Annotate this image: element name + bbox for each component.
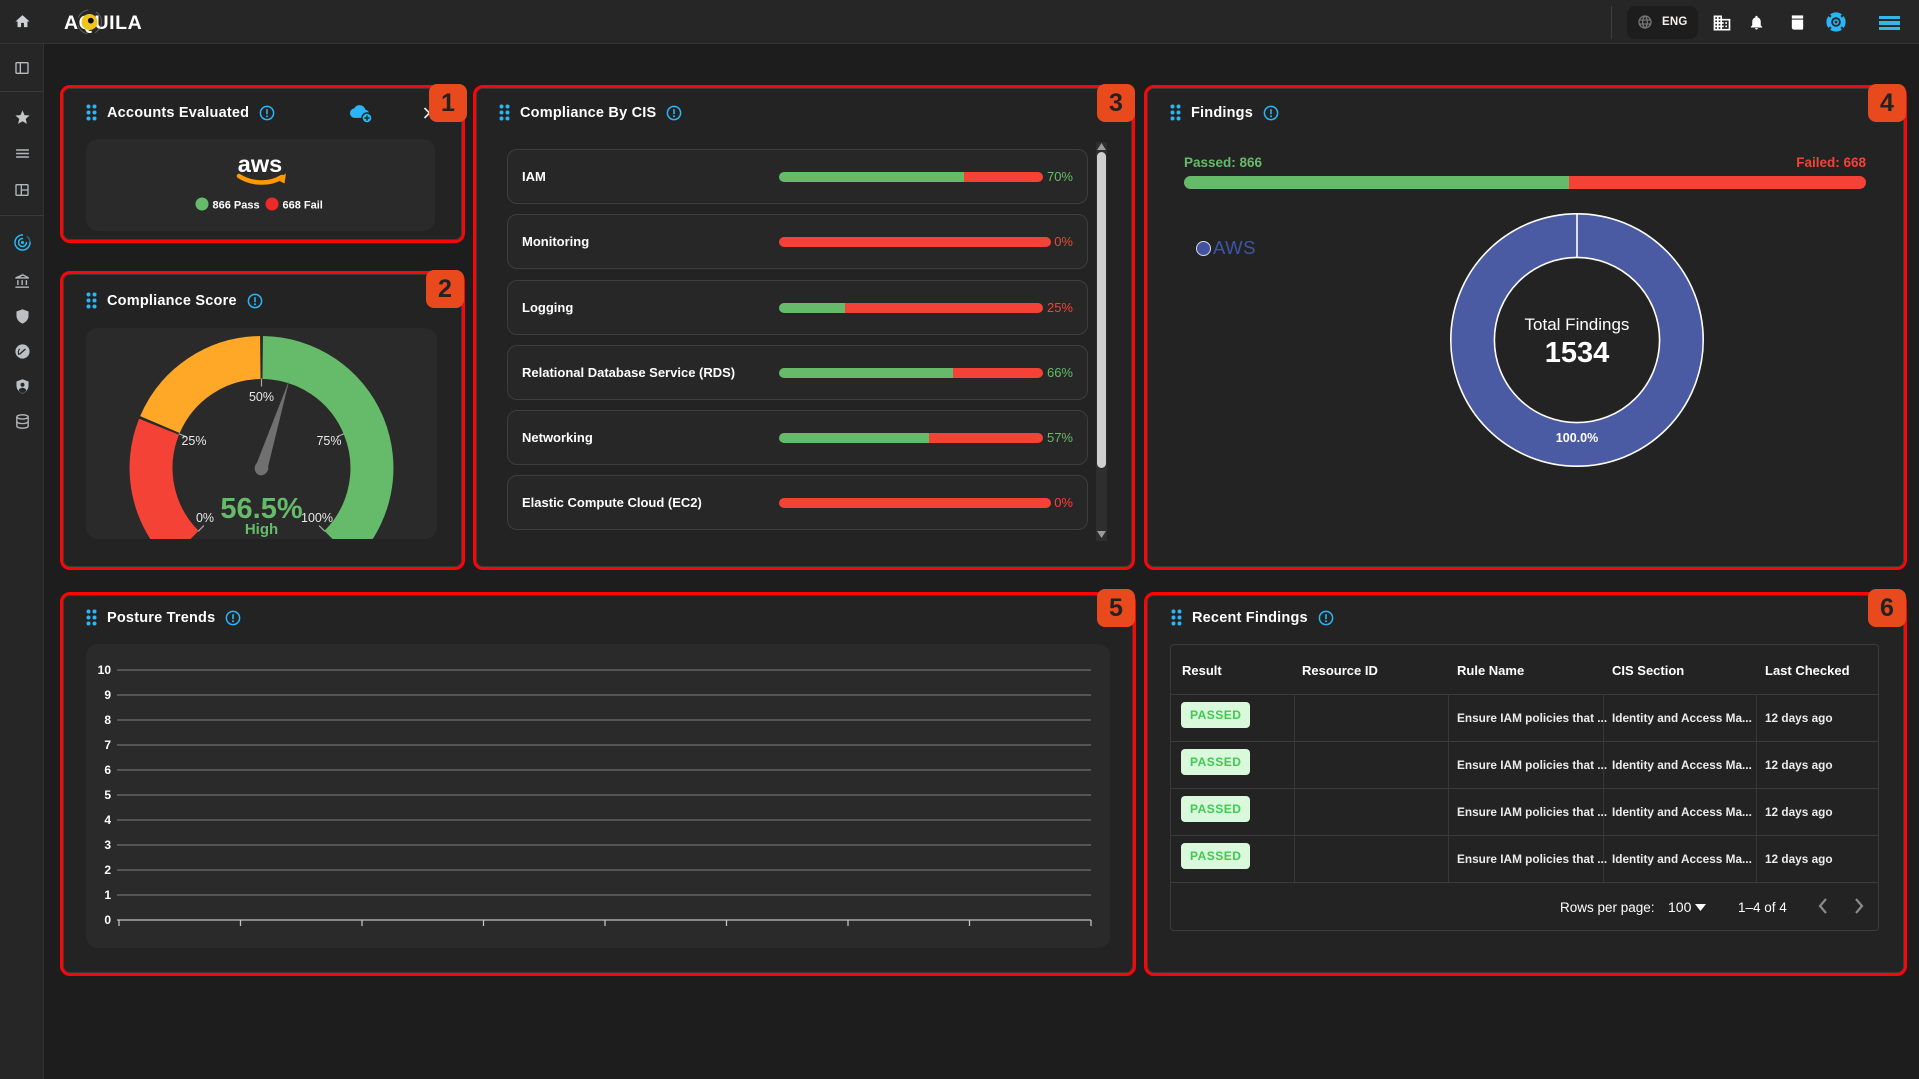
svg-text:100.0%: 100.0% [1556, 431, 1598, 445]
svg-text:1534: 1534 [1545, 337, 1610, 369]
svg-text:668 Fail: 668 Fail [283, 200, 323, 212]
svg-text:Total Findings: Total Findings [1525, 315, 1630, 334]
svg-text:6: 6 [104, 763, 111, 777]
svg-text:866 Pass: 866 Pass [213, 200, 260, 212]
svg-text:50%: 50% [249, 390, 274, 404]
svg-text:7: 7 [104, 738, 111, 752]
svg-text:2: 2 [104, 863, 111, 877]
svg-text:0: 0 [104, 913, 111, 927]
svg-text:10: 10 [98, 663, 112, 677]
svg-text:3: 3 [104, 838, 111, 852]
svg-text:AQUILA: AQUILA [64, 12, 142, 34]
svg-text:High: High [245, 521, 278, 538]
svg-text:1: 1 [104, 888, 111, 902]
svg-text:5: 5 [104, 788, 111, 802]
svg-text:8: 8 [104, 713, 111, 727]
svg-text:9: 9 [104, 688, 111, 702]
svg-text:aws: aws [238, 151, 282, 177]
svg-text:4: 4 [104, 813, 111, 827]
svg-text:75%: 75% [316, 434, 341, 448]
svg-text:0%: 0% [196, 511, 214, 525]
svg-text:100%: 100% [301, 511, 333, 525]
svg-text:25%: 25% [181, 434, 206, 448]
svg-text:56.5%: 56.5% [220, 493, 302, 525]
